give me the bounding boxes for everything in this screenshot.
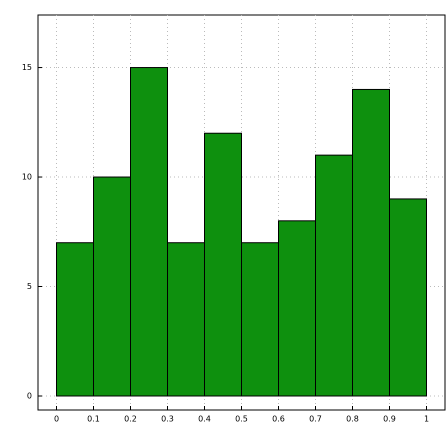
x-tick-label: 0.2 [124,415,137,424]
y-tick-label: 0 [27,391,32,400]
y-tick-label: 5 [27,282,32,291]
bar [315,154,353,397]
x-tick-label: 1 [424,415,429,424]
bar [389,198,427,397]
bar [352,88,390,397]
x-tick-label: 0.9 [383,415,396,424]
bar [241,242,279,397]
y-tick-label: 10 [22,173,32,182]
x-tick-label: 0.1 [87,415,100,424]
bar [56,242,94,397]
bar [93,176,131,397]
bar [130,67,168,397]
bar [204,132,242,397]
x-tick-label: 0 [54,415,59,424]
x-tick-label: 0.8 [346,415,359,424]
x-tick-label: 0.5 [235,415,248,424]
x-tick-label: 0.4 [198,415,211,424]
x-tick-label: 0.3 [161,415,174,424]
y-tick-label: 15 [22,63,32,72]
bar [167,242,205,397]
x-tick-label: 0.7 [309,415,322,424]
x-tick-label: 0.6 [272,415,285,424]
bar [278,220,316,397]
